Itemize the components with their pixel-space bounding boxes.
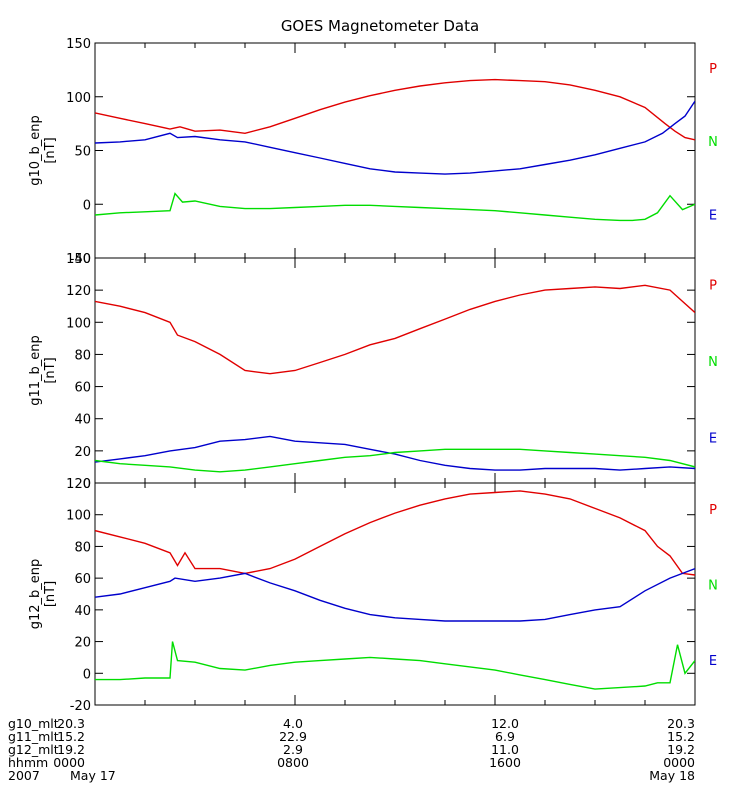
series-line-N: [95, 192, 695, 222]
y-tick-label: 100: [66, 91, 91, 106]
series-line-P: [95, 284, 695, 375]
panel-frame: [94, 42, 696, 259]
x-tick-label: 20.3: [667, 716, 695, 731]
legend-entry-N: N: [708, 355, 718, 370]
legend-entry-N: N: [708, 579, 718, 594]
x-axis-row-label: g11_mlt: [8, 729, 59, 744]
y-axis-label: g12_b_enp: [28, 559, 43, 630]
series-line-N: [95, 641, 695, 690]
legend-entry-P: P: [709, 279, 717, 294]
x-tick-label: May 18: [649, 768, 695, 783]
y-axis-unit: [nT]: [43, 137, 58, 163]
y-axis-label: g10_b_enp: [28, 115, 43, 186]
panel-g11_b_enp: 0 20 40 60 80 100 120 140 g11_b_enp [nT] P N E: [28, 252, 718, 492]
x-tick-label: 12.0: [491, 716, 519, 731]
y-tick-label: 20: [74, 445, 91, 460]
y-tick-label: 100: [66, 316, 91, 331]
series-line-E: [95, 435, 695, 471]
x-axis-row-label: g10_mlt: [8, 716, 59, 731]
x-tick-label: 22.9: [279, 729, 307, 744]
y-tick-label: 80: [74, 540, 91, 555]
legend-entry-E: E: [709, 208, 717, 223]
y-tick-label: 150: [66, 37, 91, 52]
x-tick-label: 2.9: [283, 742, 303, 757]
series-line-P: [95, 490, 695, 576]
legend-entry-P: P: [709, 503, 717, 518]
y-tick-label: 50: [74, 145, 91, 160]
x-tick-label: 19.2: [667, 742, 695, 757]
y-tick-label: 20: [74, 636, 91, 651]
y-tick-label: 120: [66, 284, 91, 299]
panel-frame: [94, 482, 696, 706]
x-tick-label: 6.9: [495, 729, 515, 744]
x-tick-label: 20.3: [57, 716, 85, 731]
x-tick-label: 15.2: [667, 729, 695, 744]
series-line-E: [95, 567, 695, 622]
y-tick-label: -20: [70, 699, 91, 714]
legend-entry-E: E: [709, 432, 717, 447]
y-tick-label: 80: [74, 348, 91, 363]
x-tick-label: 0000: [663, 755, 695, 770]
x-axis-row-label: hhmm: [8, 755, 48, 770]
series-line-P: [95, 78, 695, 141]
y-tick-label: 60: [74, 572, 91, 587]
x-tick-label: 19.2: [57, 742, 85, 757]
legend-entry-N: N: [708, 135, 718, 150]
y-tick-label: 40: [74, 604, 91, 619]
legend-entry-P: P: [709, 62, 717, 77]
y-tick-label: 0: [83, 477, 91, 492]
y-tick-label: 40: [74, 413, 91, 428]
y-tick-label: 60: [74, 381, 91, 396]
x-axis-row-label: 2007: [8, 768, 40, 783]
x-axis-row-label: g12_mlt: [8, 742, 59, 757]
x-tick-label: May 17: [70, 768, 116, 783]
y-axis-unit: [nT]: [43, 581, 58, 607]
x-tick-label: 4.0: [283, 716, 303, 731]
y-tick-label: 140: [66, 252, 91, 267]
x-tick-label: 0000: [53, 755, 85, 770]
series-line-N: [95, 448, 695, 473]
legend-entry-E: E: [709, 654, 717, 669]
x-tick-label: 0800: [277, 755, 309, 770]
x-tick-label: 11.0: [491, 742, 519, 757]
y-tick-label: 100: [66, 509, 91, 524]
y-axis-unit: [nT]: [43, 357, 58, 383]
x-tick-label: 1600: [489, 755, 521, 770]
y-tick-label: 0: [83, 198, 91, 213]
y-tick-label: 0: [83, 667, 91, 682]
panel-g12_b_enp: -20 0 20 40 60 80 100 120 g12_b_enp [nT] P N E: [28, 477, 718, 714]
panel-g10_b_enp: -50 0 50 100 150 g10_b_enp [nT] P N E: [28, 37, 718, 267]
y-tick-label: -50: [70, 252, 91, 267]
y-tick-label: 120: [66, 477, 91, 492]
y-axis-label: g11_b_enp: [28, 335, 43, 406]
chart-title: GOES Magnetometer Data: [281, 17, 479, 35]
x-tick-label: 15.2: [57, 729, 85, 744]
series-line-E: [95, 100, 695, 175]
